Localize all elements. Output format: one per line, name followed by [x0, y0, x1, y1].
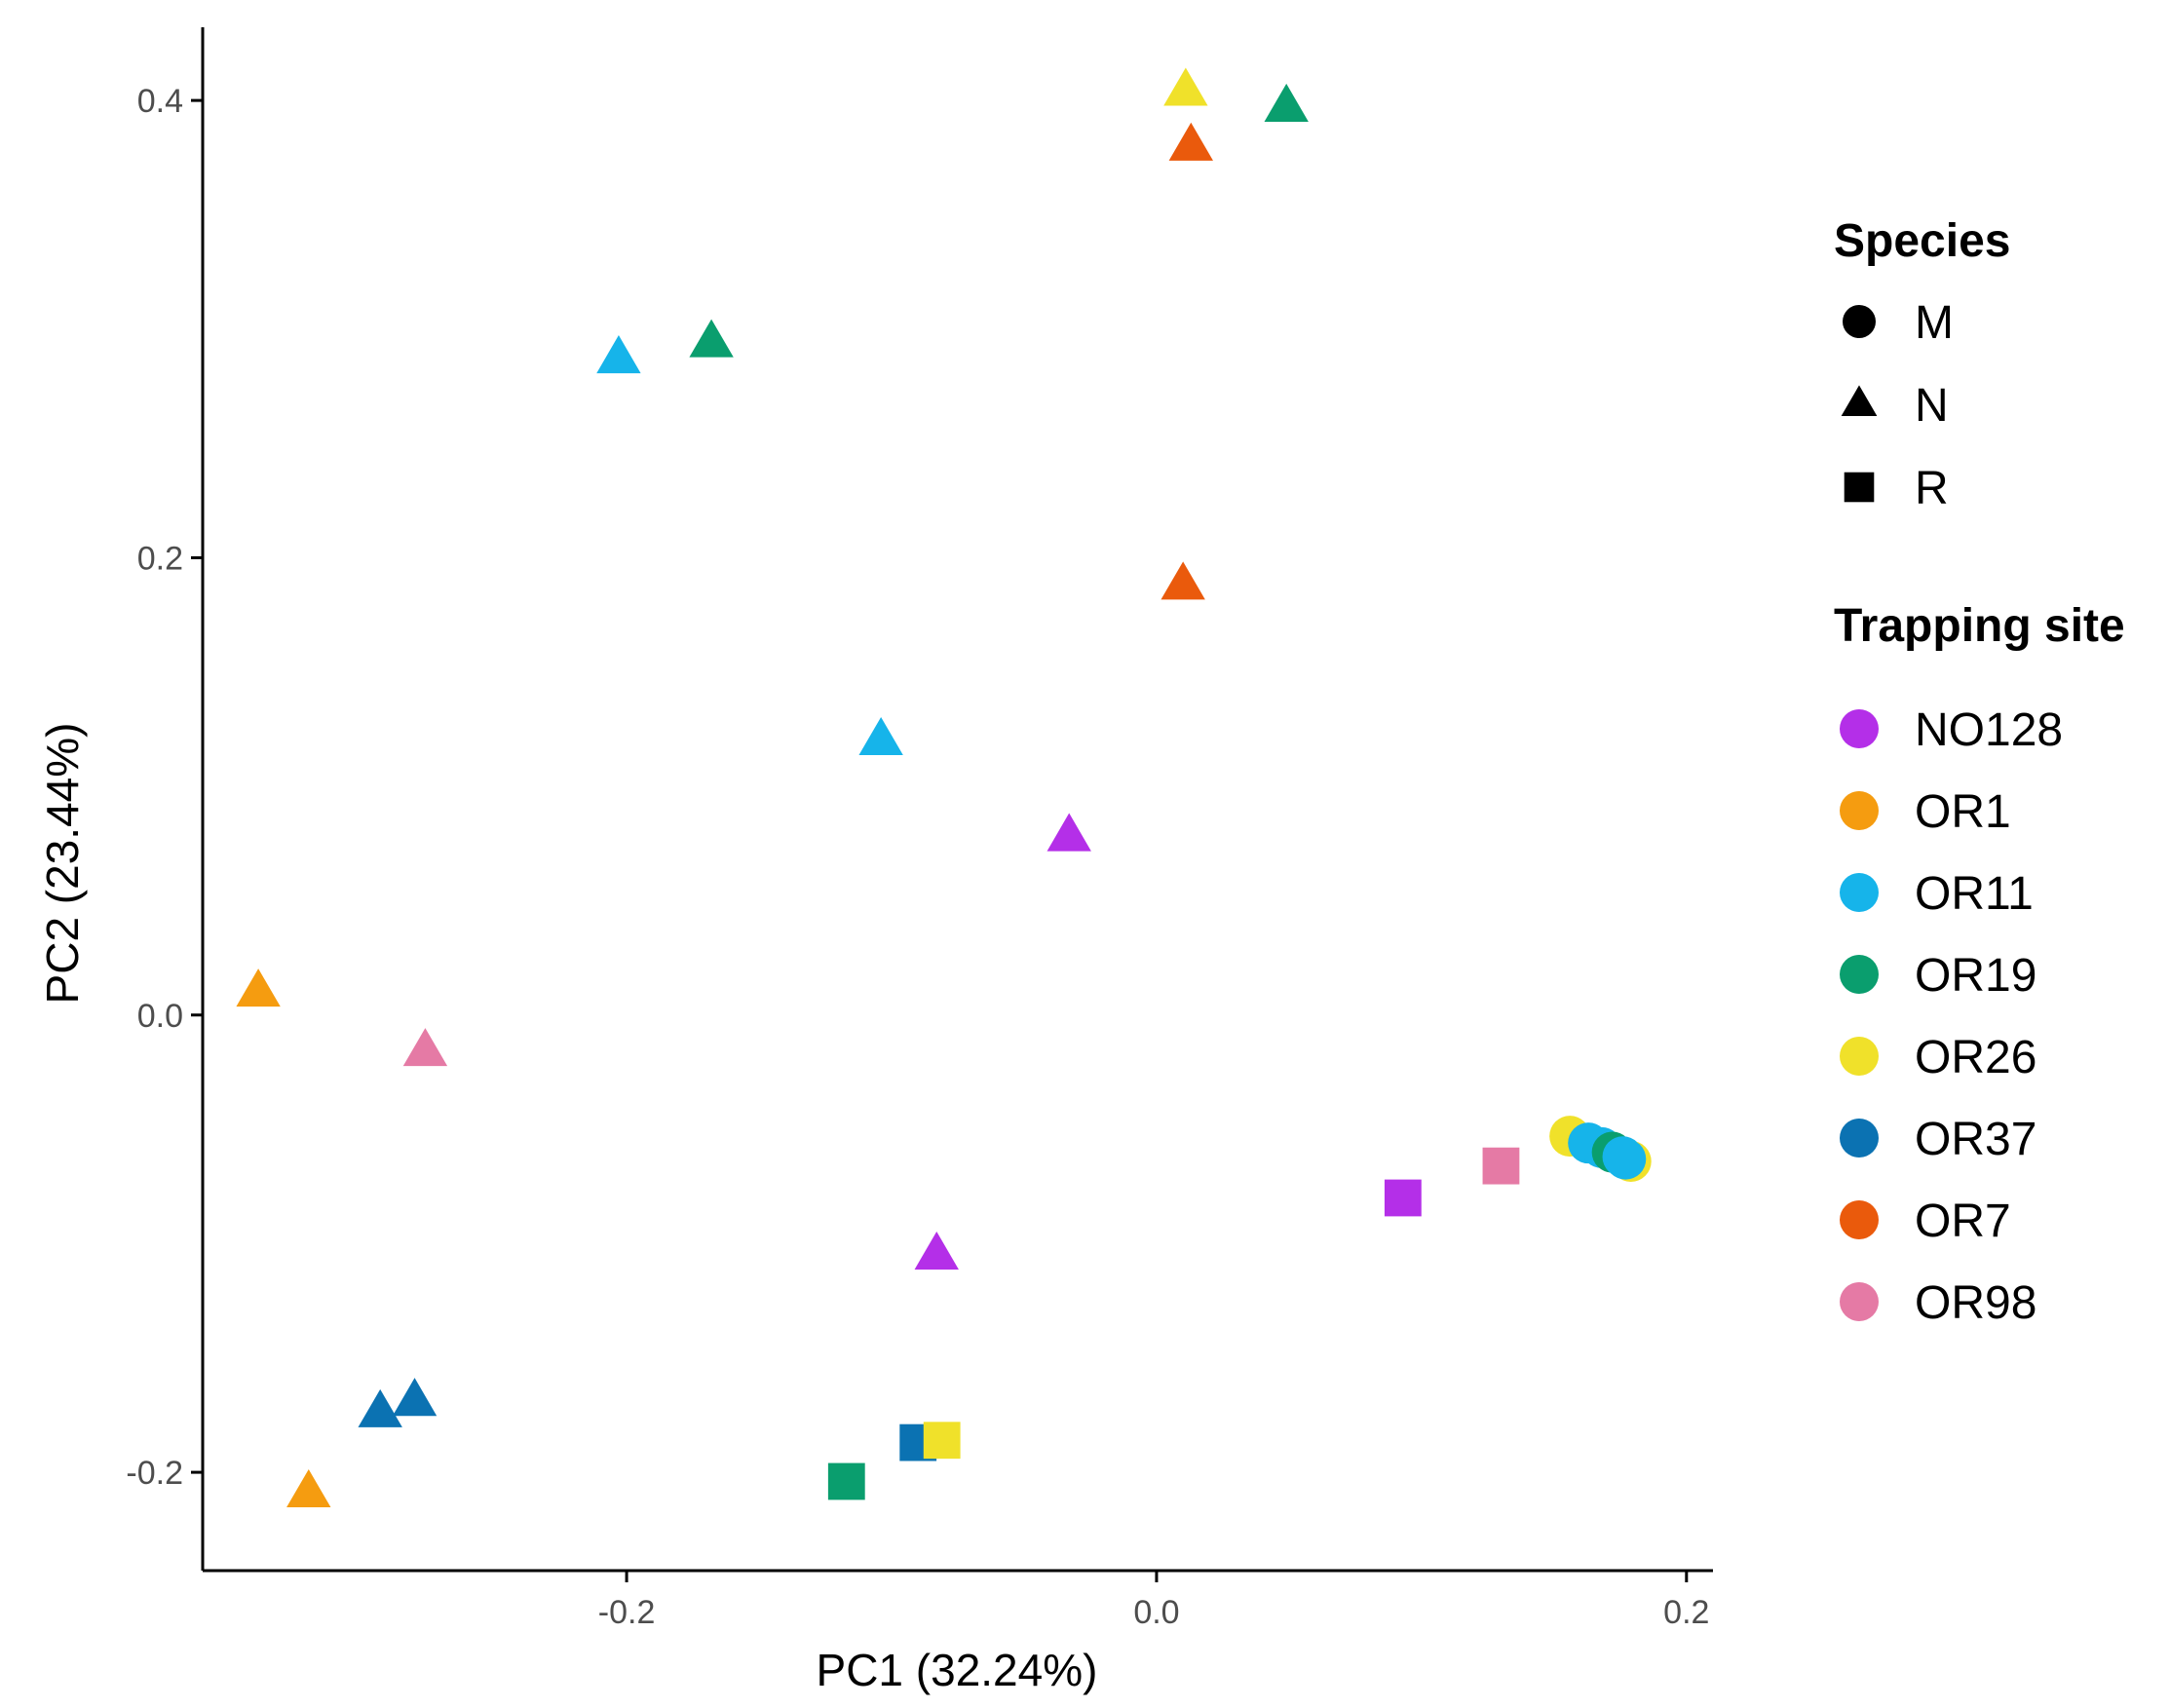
legend-label-no128: NO128 [1915, 704, 2063, 756]
x-ticks: -0.2 0.0 0.2 [598, 1571, 1709, 1631]
plot-area: -0.2 0.0 0.2 -0.2 0.0 0.2 0.4 [126, 27, 1713, 1631]
legend-label-r: R [1915, 463, 1949, 514]
x-axis-title: PC1 (32.24%) [817, 1645, 1098, 1695]
legend-key-n [1841, 385, 1878, 417]
legend-key-m [1843, 305, 1876, 338]
legend-key-r [1844, 472, 1875, 503]
data-point-or11-m [1605, 1138, 1647, 1180]
legend-key-or7 [1840, 1200, 1879, 1239]
legend: Species MNR Trapping site NO128 OR1 OR11 OR… [1834, 215, 2125, 1329]
y-tick-label: 0.2 [137, 540, 183, 577]
legend-key-or26 [1840, 1037, 1879, 1076]
legend-label-or26: OR26 [1915, 1032, 2036, 1083]
legend-key-no128 [1840, 709, 1879, 748]
legend-label-or7: OR7 [1915, 1196, 2011, 1247]
y-tick-label: 0.4 [137, 83, 183, 120]
legend-key-or37 [1840, 1119, 1879, 1158]
legend-title-trapping-site: Trapping site [1834, 600, 2125, 652]
data-point-or19-n [1264, 83, 1309, 122]
data-point-or37-n [392, 1378, 438, 1417]
points-layer [236, 67, 1652, 1508]
x-tick-label: -0.2 [598, 1594, 656, 1631]
legend-label-n: N [1915, 380, 1949, 432]
legend-label-or11: OR11 [1915, 868, 2034, 920]
legend-key-or19 [1840, 955, 1879, 994]
legend-label-or98: OR98 [1915, 1277, 2036, 1329]
x-tick-label: 0.2 [1663, 1594, 1709, 1631]
data-point-no128-n [914, 1231, 959, 1271]
data-point-or11-n [858, 716, 903, 756]
data-point-or7-n [1168, 122, 1213, 161]
legend-key-or1 [1840, 791, 1879, 830]
legend-label-or19: OR19 [1915, 950, 2036, 1002]
data-point-or11-n [596, 335, 641, 374]
data-point-or19-n [689, 319, 734, 358]
y-tick-label: 0.0 [137, 998, 183, 1035]
legend-label-m: M [1915, 297, 1954, 349]
legend-label-or1: OR1 [1915, 786, 2011, 838]
y-tick-label: -0.2 [126, 1455, 183, 1492]
data-point-or7-n [1161, 561, 1205, 600]
legend-key-or98 [1840, 1282, 1879, 1321]
y-axis-title: PC2 (23.44%) [37, 723, 88, 1005]
data-point-or26-r [923, 1422, 961, 1460]
data-point-or98-r [1482, 1147, 1520, 1185]
data-point-or26-n [1163, 67, 1208, 106]
legend-shapes: MNR [1841, 297, 1954, 514]
legend-key-or11 [1840, 873, 1879, 912]
y-ticks: -0.2 0.0 0.2 0.4 [126, 83, 203, 1492]
data-point-no128-n [1046, 813, 1091, 852]
x-tick-label: 0.0 [1133, 1594, 1179, 1631]
data-point-or98-n [402, 1028, 448, 1067]
data-point-or1-n [286, 1468, 331, 1508]
legend-title-species: Species [1834, 215, 2010, 267]
data-point-or1-n [236, 968, 281, 1007]
data-point-or19-r [827, 1462, 865, 1500]
legend-sites: NO128 OR1 OR11 OR19 OR26 OR37 OR7 OR98 [1840, 704, 2063, 1329]
data-point-or37-n [358, 1388, 402, 1427]
data-point-no128-r [1384, 1179, 1422, 1217]
legend-label-or37: OR37 [1915, 1114, 2036, 1165]
